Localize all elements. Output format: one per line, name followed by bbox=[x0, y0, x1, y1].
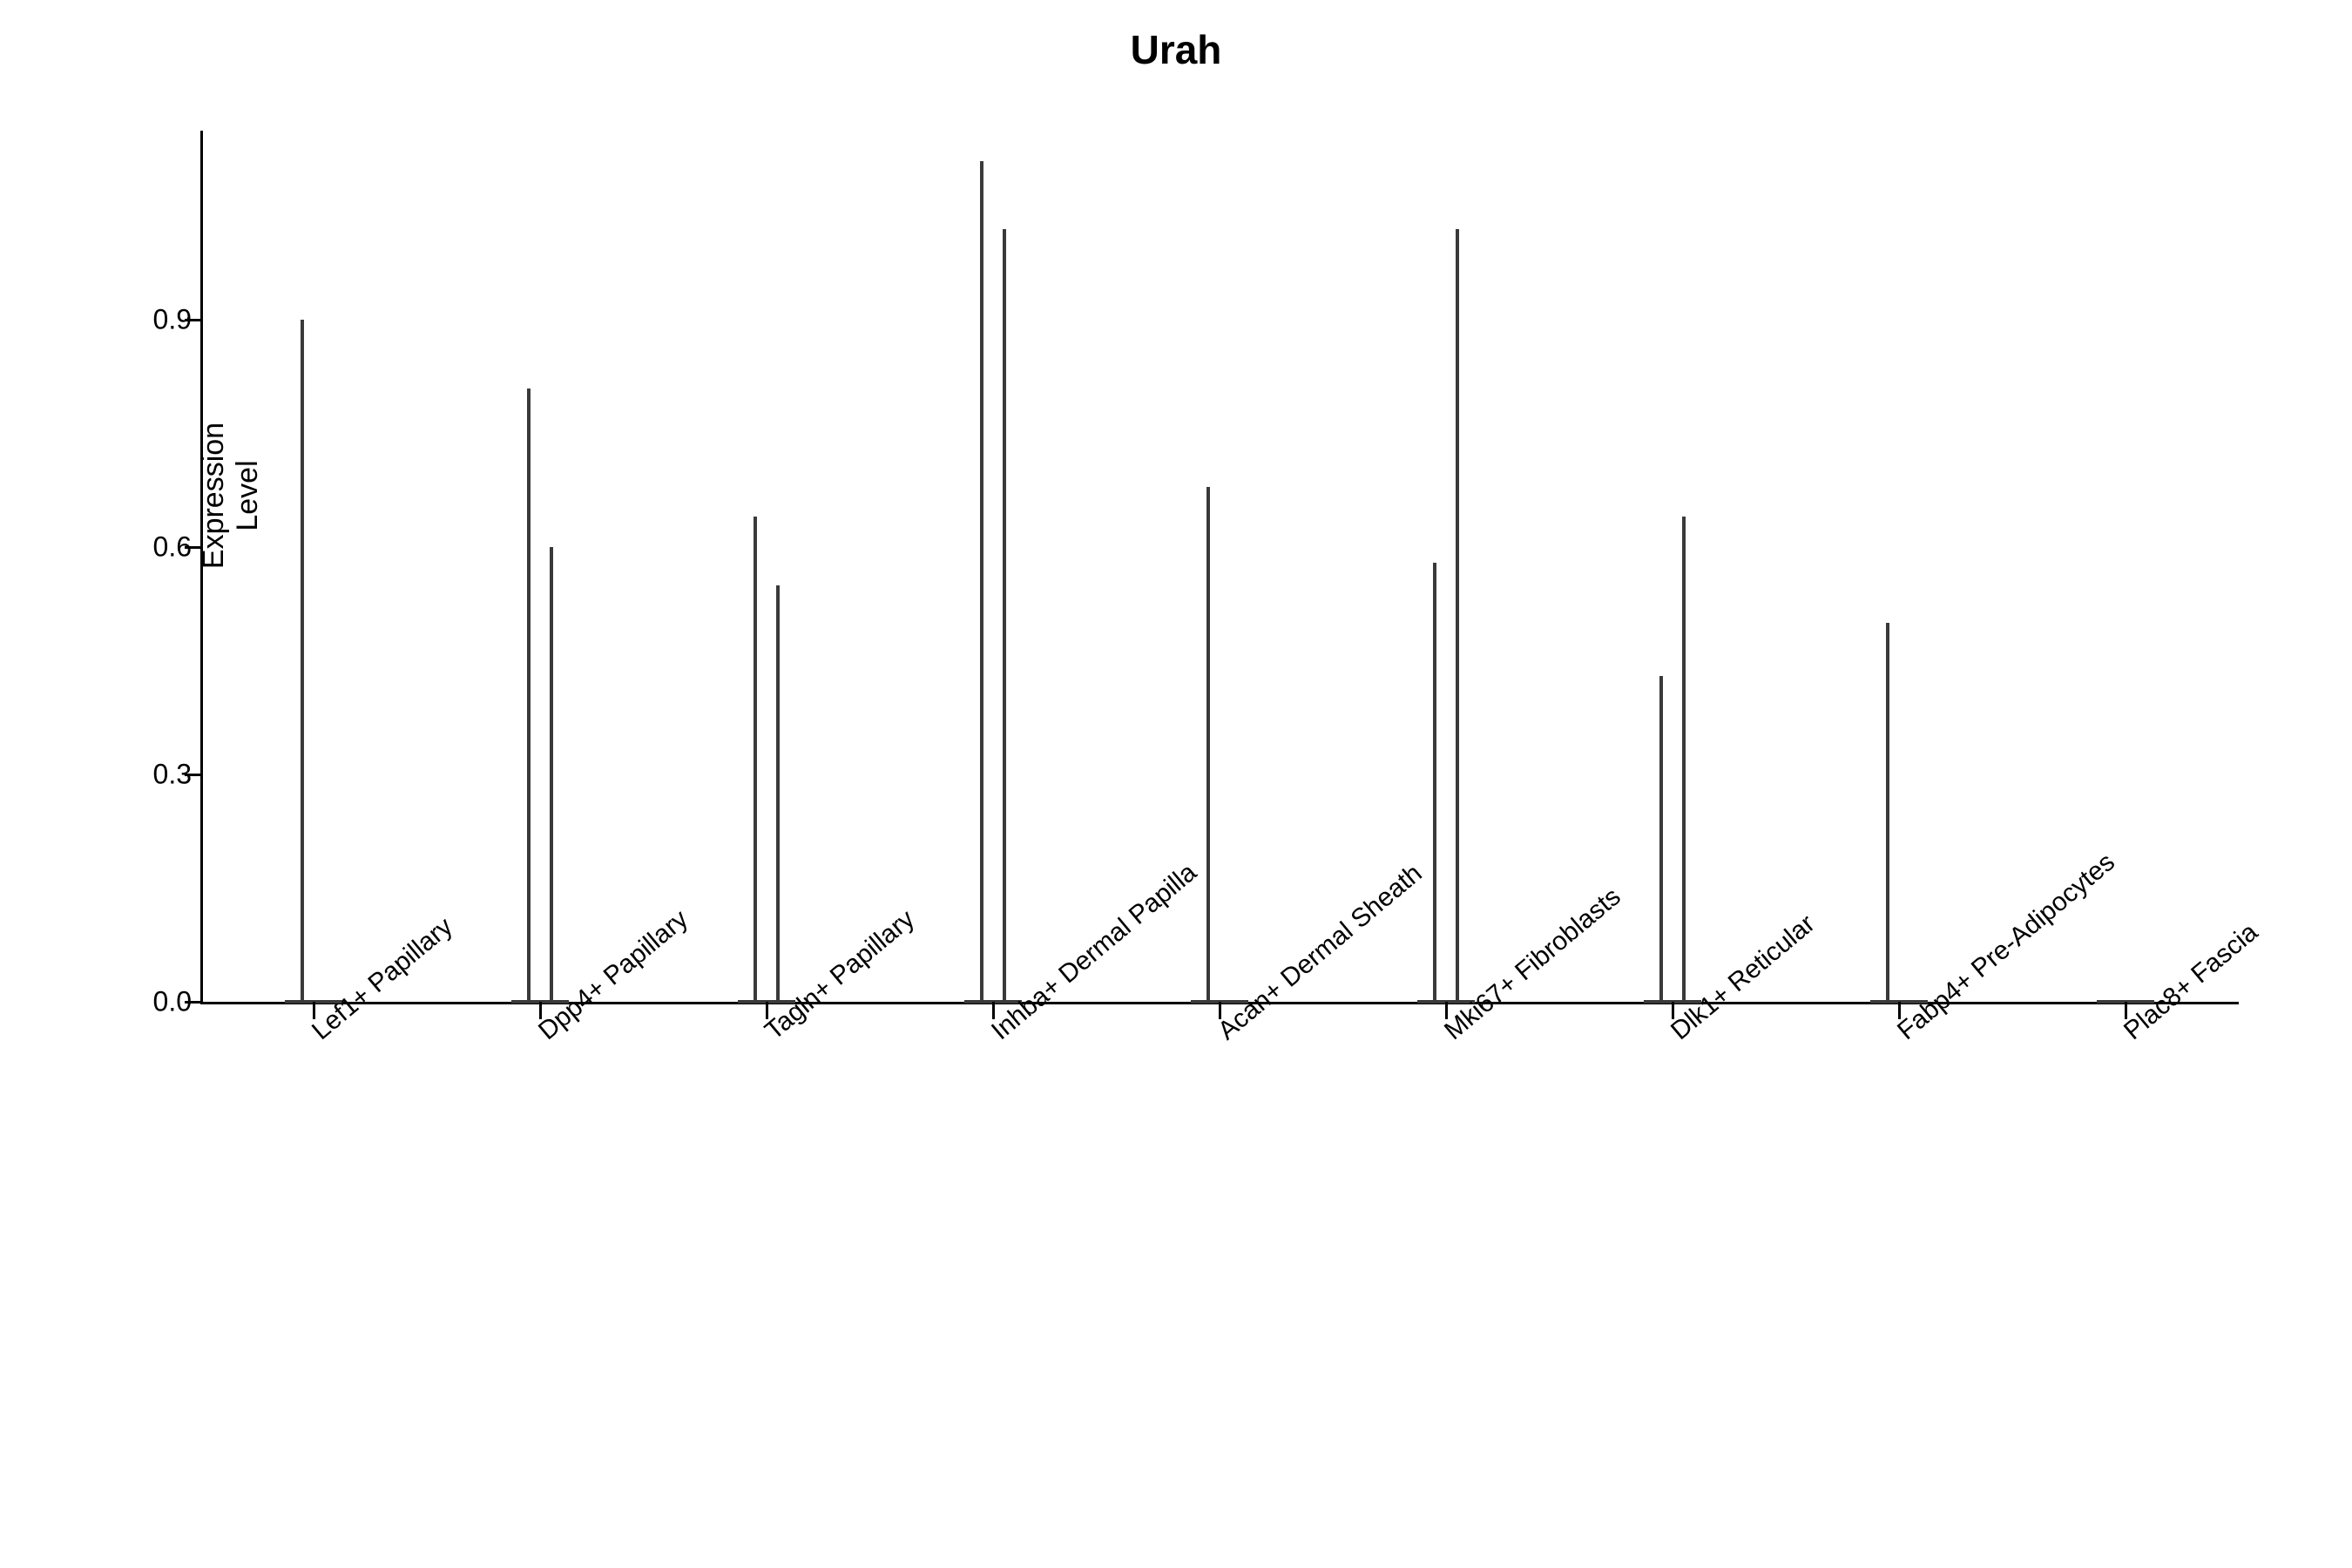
expression-line-3-1[interactable] bbox=[1003, 229, 1006, 1002]
x-axis-tick-7 bbox=[1898, 1002, 1901, 1019]
category-group-5 bbox=[1333, 131, 1559, 1002]
y-axis-tick-label-0.3: 0.3 bbox=[131, 759, 192, 791]
expression-line-1-1[interactable] bbox=[550, 547, 553, 1002]
x-axis-tick-4 bbox=[1219, 1002, 1221, 1019]
category-group-6 bbox=[1559, 131, 1786, 1002]
category-group-1 bbox=[427, 131, 653, 1002]
expression-line-6-1[interactable] bbox=[1682, 517, 1686, 1002]
category-group-7 bbox=[1786, 131, 2012, 1002]
category-group-0 bbox=[200, 131, 427, 1002]
expression-line-5-1[interactable] bbox=[1456, 229, 1459, 1002]
y-axis-tick-label-0.6: 0.6 bbox=[131, 531, 192, 564]
expression-line-1-0[interactable] bbox=[527, 389, 531, 1002]
x-axis-tick-3 bbox=[992, 1002, 995, 1019]
x-axis-tick-2 bbox=[766, 1002, 768, 1019]
expression-line-2-1[interactable] bbox=[776, 585, 780, 1002]
y-axis-tick-label-0.9: 0.9 bbox=[131, 304, 192, 336]
x-axis-tick-6 bbox=[1672, 1002, 1674, 1019]
chart-title: Urah bbox=[0, 26, 2352, 73]
category-group-2 bbox=[653, 131, 880, 1002]
x-axis-tick-1 bbox=[539, 1002, 542, 1019]
expression-line-0-0[interactable] bbox=[301, 320, 304, 1002]
expression-line-4-0[interactable] bbox=[1206, 487, 1210, 1002]
x-axis-tick-5 bbox=[1445, 1002, 1448, 1019]
category-group-3 bbox=[880, 131, 1106, 1002]
y-axis-tick-label-0.0: 0.0 bbox=[131, 986, 192, 1018]
x-axis-tick-8 bbox=[2125, 1002, 2127, 1019]
expression-line-5-0[interactable] bbox=[1433, 563, 1436, 1002]
expression-line-2-0[interactable] bbox=[754, 517, 757, 1002]
plot-area: Expression Level 0.0 0.3 0.6 0.9 Lef1+ Papi… bbox=[200, 131, 2239, 1002]
category-group-4 bbox=[1106, 131, 1333, 1002]
chart-container: Urah Expression Level 0.0 0.3 0.6 0.9 Lef1+… bbox=[0, 0, 2352, 1568]
x-axis-tick-0 bbox=[313, 1002, 315, 1019]
expression-line-3-0[interactable] bbox=[980, 161, 983, 1002]
expression-line-6-0[interactable] bbox=[1659, 676, 1663, 1002]
category-group-8 bbox=[2012, 131, 2239, 1002]
expression-line-7-0[interactable] bbox=[1886, 623, 1889, 1002]
